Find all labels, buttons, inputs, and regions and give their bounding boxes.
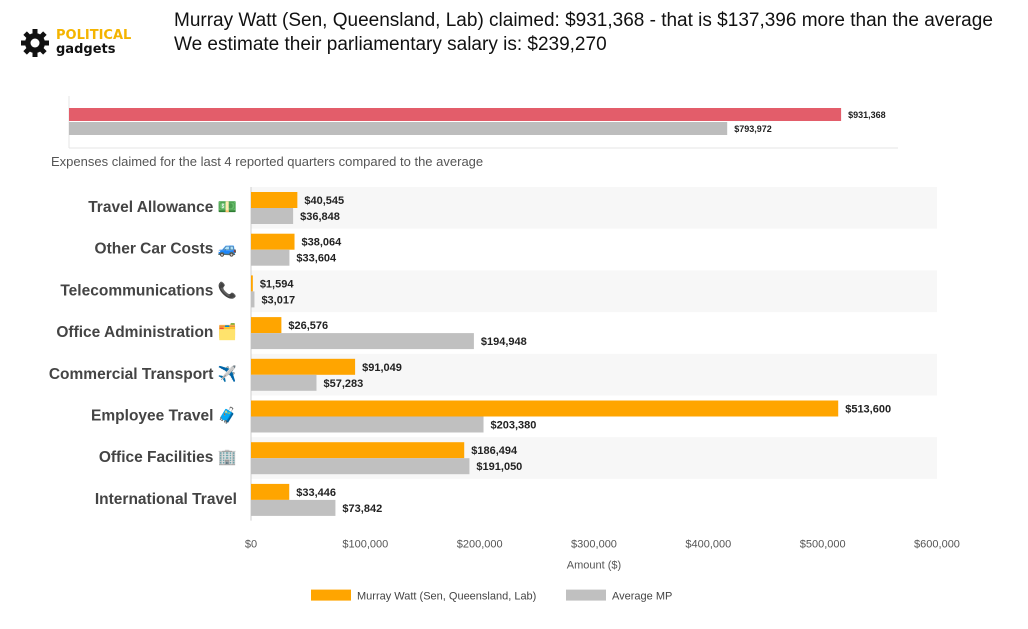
category-label: Office Facilities 🏢 — [99, 449, 237, 466]
category-band — [251, 353, 937, 396]
summary-label-average: $793,972 — [734, 124, 772, 134]
bar-label-mp: $186,494 — [471, 445, 518, 457]
legend-swatch-mp — [311, 589, 351, 601]
x-tick-label: $600,000 — [914, 539, 960, 551]
bar-label-average: $191,050 — [476, 461, 522, 473]
bar-average — [251, 333, 474, 350]
bar-mp — [251, 483, 290, 500]
category-label: Employee Travel 🧳 — [91, 406, 237, 425]
bar-label-mp: $26,576 — [288, 320, 328, 332]
bar-label-mp: $38,064 — [302, 237, 343, 249]
bar-mp — [251, 233, 295, 250]
bar-mp — [251, 275, 253, 292]
summary-chart: $931,368 $793,972 — [68, 96, 898, 149]
gear-icon — [21, 29, 49, 57]
bar-label-average: $194,948 — [481, 336, 527, 348]
bar-average — [251, 374, 317, 391]
category-label: Telecommunications 📞 — [60, 279, 237, 299]
bar-average — [251, 416, 484, 433]
bar-average — [251, 499, 336, 516]
bar-mp — [251, 400, 839, 417]
headline-salary: We estimate their parliamentary salary i… — [174, 34, 607, 55]
detail-chart: Travel Allowance 💵 $40,545 $36,848 Other Ca… — [49, 187, 960, 603]
detail-chart-title: Expenses claimed for the last 4 reported… — [51, 154, 484, 169]
bar-mp — [251, 317, 282, 334]
summary-label-mp: $931,368 — [848, 110, 886, 120]
bar-label-mp: $33,446 — [296, 487, 336, 499]
logo[interactable]: POLITICAL gadgets — [20, 28, 131, 58]
bar-mp — [251, 442, 465, 459]
headline: Murray Watt (Sen, Queensland, Lab) claim… — [174, 9, 994, 57]
category-band — [251, 187, 937, 229]
headline-claim: Murray Watt (Sen, Queensland, Lab) claim… — [174, 10, 993, 31]
summary-bar-mp — [69, 108, 842, 121]
category-band — [251, 270, 937, 313]
x-tick-label: $0 — [245, 539, 257, 551]
bar-label-average: $33,604 — [296, 253, 337, 265]
bar-average — [251, 458, 470, 475]
bar-mp — [251, 192, 298, 208]
bar-average — [251, 249, 290, 266]
x-tick-label: $100,000 — [342, 539, 388, 551]
category-label: International Travel — [95, 491, 237, 508]
bar-label-average: $3,017 — [261, 294, 295, 306]
x-tick-label: $300,000 — [571, 539, 617, 551]
category-label: Other Car Costs 🚙 — [95, 241, 237, 258]
summary-bar-average — [69, 122, 728, 135]
legend-swatch-average — [566, 589, 606, 601]
bar-label-mp: $40,545 — [304, 195, 344, 207]
legend-label-mp: Murray Watt (Sen, Queensland, Lab) — [357, 591, 536, 603]
logo-line-political: POLITICAL — [56, 28, 132, 43]
legend-label-average: Average MP — [612, 591, 672, 603]
x-tick-label: $500,000 — [800, 539, 846, 551]
x-tick-label: $200,000 — [457, 539, 503, 551]
bar-label-average: $73,842 — [342, 503, 382, 515]
logo-line-gadgets: gadgets — [56, 42, 116, 57]
bar-average — [251, 208, 294, 224]
bar-label-mp: $1,594 — [260, 278, 295, 290]
bar-label-average: $36,848 — [300, 211, 340, 223]
x-axis-label: Amount ($) — [567, 560, 621, 572]
category-label: Office Administration 🗂️ — [56, 322, 237, 341]
category-label: Commercial Transport ✈️ — [49, 364, 237, 383]
bar-mp — [251, 358, 356, 375]
x-tick-label: $400,000 — [685, 539, 731, 551]
bar-average — [251, 291, 255, 308]
bar-label-average: $203,380 — [491, 420, 537, 432]
bar-label-average: $57,283 — [323, 378, 363, 390]
bar-label-mp: $91,049 — [362, 362, 402, 374]
bar-label-mp: $513,600 — [845, 404, 891, 416]
category-label: Travel Allowance 💵 — [88, 199, 237, 216]
